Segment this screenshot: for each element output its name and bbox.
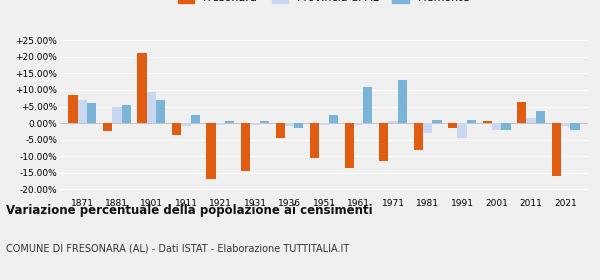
Bar: [448, 123, 457, 128]
Bar: [388, 122, 398, 123]
Bar: [225, 122, 235, 123]
Bar: [68, 95, 78, 123]
Bar: [551, 123, 561, 176]
Bar: [112, 106, 122, 123]
Bar: [137, 53, 147, 123]
Bar: [526, 118, 536, 123]
Bar: [354, 123, 363, 125]
Bar: [147, 92, 156, 123]
Bar: [294, 123, 304, 128]
Bar: [467, 120, 476, 123]
Bar: [482, 122, 492, 123]
Text: Variazione percentuale della popolazione ai censimenti: Variazione percentuale della popolazione…: [6, 204, 373, 217]
Bar: [329, 115, 338, 123]
Bar: [423, 123, 432, 133]
Bar: [156, 100, 166, 123]
Bar: [181, 123, 191, 126]
Bar: [260, 122, 269, 123]
Bar: [501, 123, 511, 130]
Bar: [122, 105, 131, 123]
Bar: [432, 120, 442, 123]
Bar: [344, 123, 354, 168]
Bar: [250, 123, 260, 125]
Bar: [172, 123, 181, 135]
Bar: [206, 123, 216, 179]
Bar: [379, 123, 388, 161]
Text: COMUNE DI FRESONARA (AL) - Dati ISTAT - Elaborazione TUTTITALIA.IT: COMUNE DI FRESONARA (AL) - Dati ISTAT - …: [6, 244, 349, 254]
Bar: [285, 123, 294, 126]
Bar: [536, 111, 545, 123]
Bar: [363, 87, 373, 123]
Bar: [310, 123, 319, 158]
Bar: [216, 123, 225, 125]
Bar: [103, 123, 112, 131]
Legend: Fresonara, Provincia di AL, Piemonte: Fresonara, Provincia di AL, Piemonte: [176, 0, 472, 6]
Bar: [457, 123, 467, 138]
Bar: [561, 123, 570, 126]
Bar: [570, 123, 580, 130]
Bar: [191, 115, 200, 123]
Bar: [275, 123, 285, 138]
Bar: [319, 123, 329, 125]
Bar: [78, 100, 87, 123]
Bar: [492, 123, 501, 130]
Bar: [517, 102, 526, 123]
Bar: [87, 103, 97, 123]
Bar: [398, 80, 407, 123]
Bar: [241, 123, 250, 171]
Bar: [413, 123, 423, 150]
